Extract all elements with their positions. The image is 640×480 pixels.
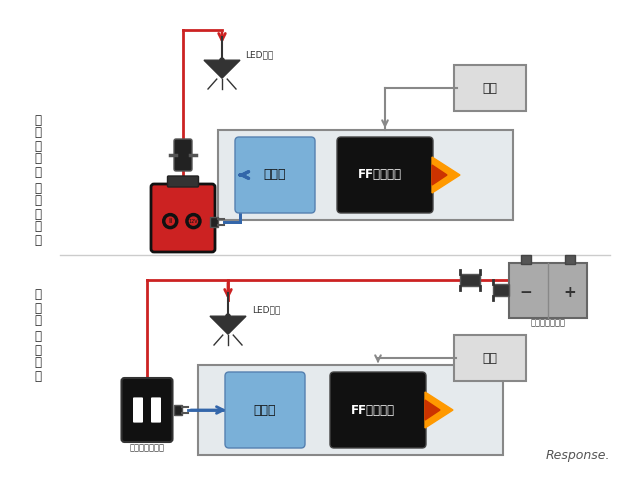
FancyBboxPatch shape <box>225 372 305 448</box>
Text: 用: 用 <box>35 220 42 233</box>
Circle shape <box>189 217 198 225</box>
FancyBboxPatch shape <box>122 378 173 442</box>
Text: +: + <box>563 285 576 300</box>
Text: 時: 時 <box>35 233 42 247</box>
Text: 外: 外 <box>35 288 42 301</box>
Text: ブ: ブ <box>35 153 42 166</box>
Polygon shape <box>432 157 460 193</box>
Text: 電: 電 <box>35 181 42 194</box>
Text: ポ: ポ <box>35 113 42 127</box>
Circle shape <box>220 58 224 62</box>
Text: 源: 源 <box>35 331 42 344</box>
FancyBboxPatch shape <box>521 254 531 264</box>
Text: 車両バッテリー: 車両バッテリー <box>531 318 566 327</box>
Circle shape <box>226 314 230 318</box>
Circle shape <box>166 217 174 225</box>
Text: FFヒーター: FFヒーター <box>358 168 402 181</box>
FancyBboxPatch shape <box>218 130 513 220</box>
FancyBboxPatch shape <box>509 263 587 317</box>
FancyBboxPatch shape <box>174 139 192 171</box>
Polygon shape <box>432 165 447 185</box>
Polygon shape <box>425 400 440 420</box>
Polygon shape <box>204 60 240 78</box>
Circle shape <box>186 214 201 228</box>
Text: ル: ル <box>35 166 42 179</box>
Text: 12V: 12V <box>189 218 198 224</box>
FancyBboxPatch shape <box>493 284 509 296</box>
Text: 燃料: 燃料 <box>483 351 497 364</box>
FancyBboxPatch shape <box>151 397 161 422</box>
Polygon shape <box>425 392 453 428</box>
Circle shape <box>163 214 178 228</box>
Text: 電: 電 <box>35 314 42 327</box>
Text: −: − <box>520 285 532 300</box>
FancyBboxPatch shape <box>454 335 526 381</box>
Text: ⅱ: ⅱ <box>168 218 172 224</box>
Text: Response.: Response. <box>545 449 610 462</box>
FancyBboxPatch shape <box>337 137 433 213</box>
Text: 使: 使 <box>35 344 42 357</box>
FancyBboxPatch shape <box>235 137 315 213</box>
FancyBboxPatch shape <box>565 254 575 264</box>
FancyBboxPatch shape <box>454 65 526 111</box>
Text: FFヒーター: FFヒーター <box>351 404 395 417</box>
Polygon shape <box>210 316 246 334</box>
FancyBboxPatch shape <box>330 372 426 448</box>
Text: 燃料: 燃料 <box>483 82 497 95</box>
Text: 変換器: 変換器 <box>253 404 276 417</box>
Text: 部: 部 <box>35 301 42 314</box>
Text: 変換器: 変換器 <box>264 168 286 181</box>
FancyBboxPatch shape <box>133 397 143 422</box>
Text: 使: 使 <box>35 207 42 220</box>
FancyBboxPatch shape <box>460 274 480 286</box>
FancyBboxPatch shape <box>151 184 215 252</box>
Text: タ: タ <box>35 140 42 153</box>
FancyBboxPatch shape <box>174 405 182 415</box>
Text: LED照明: LED照明 <box>252 305 280 314</box>
Text: LED照明: LED照明 <box>245 50 273 60</box>
Text: 用: 用 <box>35 357 42 370</box>
Text: 時: 時 <box>35 370 42 383</box>
FancyBboxPatch shape <box>210 217 218 227</box>
FancyBboxPatch shape <box>168 176 198 187</box>
Text: ー: ー <box>35 127 42 140</box>
Text: 源: 源 <box>35 194 42 207</box>
FancyBboxPatch shape <box>198 365 503 455</box>
Text: 外部コンセント: 外部コンセント <box>129 443 164 452</box>
